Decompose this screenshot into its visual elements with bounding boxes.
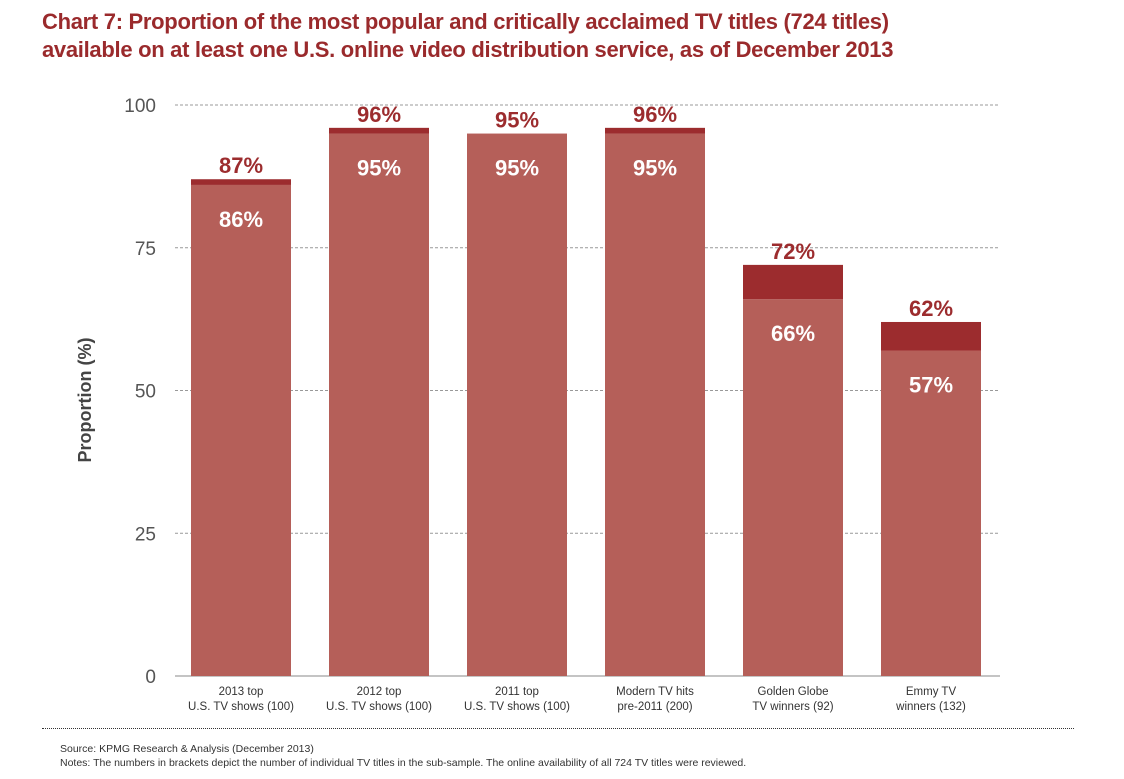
bar-segment-base xyxy=(605,133,705,677)
y-tick-label: 75 xyxy=(135,239,156,260)
x-tick-label: Modern TV hits xyxy=(616,686,694,698)
base-value-label: 95% xyxy=(357,156,401,181)
bar-chart: 0 25 50 75 100 87% 86% 96% 95% 95% 95% 96% 95% 72% 66… xyxy=(75,96,1000,713)
footer: Source: KPMG Research & Analysis (Decemb… xyxy=(60,742,746,770)
notes: Notes: The numbers in brackets depict th… xyxy=(60,757,747,769)
bars xyxy=(191,127,981,677)
y-axis-label: Proportion (%) xyxy=(75,338,95,463)
x-tick-label: 2011 top xyxy=(495,686,539,698)
total-value-label: 95% xyxy=(495,108,539,133)
base-value-label: 57% xyxy=(909,373,953,398)
chart-title-line-2: available on at least one U.S. online vi… xyxy=(42,37,894,62)
x-tick-label: U.S. TV shows (100) xyxy=(464,701,570,713)
y-axis-ticks: 0 25 50 75 100 xyxy=(124,96,156,688)
x-tick-label: 2013 top xyxy=(219,686,264,698)
x-tick-label: winners (132) xyxy=(895,701,966,713)
chart-title-line-1: Chart 7: Proportion of the most popular … xyxy=(42,9,889,34)
footer-divider xyxy=(42,728,1074,729)
chart-title: Chart 7: Proportion of the most popular … xyxy=(42,8,1102,64)
bar-segment-base xyxy=(329,133,429,677)
bar-segment-base xyxy=(191,184,291,676)
base-value-label: 66% xyxy=(771,321,815,346)
base-value-label: 95% xyxy=(633,156,677,181)
x-tick-label: pre-2011 (200) xyxy=(617,701,692,713)
bar-segment-base xyxy=(743,299,843,676)
x-tick-label: TV winners (92) xyxy=(752,701,833,713)
x-tick-label: 2012 top xyxy=(357,686,402,698)
bar-segment-base xyxy=(881,350,981,676)
base-value-label: 86% xyxy=(219,207,263,232)
x-tick-label: U.S. TV shows (100) xyxy=(188,701,294,713)
base-value-label: 95% xyxy=(495,156,539,181)
data-labels: 87% 86% 96% 95% 95% 95% 96% 95% 72% 66% 62% 57% xyxy=(219,102,953,398)
x-tick-label: Emmy TV xyxy=(906,686,957,698)
x-tick-label: U.S. TV shows (100) xyxy=(326,701,432,713)
bar-segment-top xyxy=(191,179,291,185)
total-value-label: 62% xyxy=(909,296,953,321)
total-value-label: 96% xyxy=(633,102,677,127)
bar-segment-base xyxy=(467,133,567,677)
y-tick-label: 50 xyxy=(135,382,156,403)
grid-lines xyxy=(175,104,1000,677)
y-tick-label: 100 xyxy=(124,96,156,117)
bar-segment-top xyxy=(743,264,843,300)
x-axis-labels: 2013 top U.S. TV shows (100) 2012 top U.S. … xyxy=(188,686,966,713)
bar-segment-top xyxy=(329,127,429,134)
total-value-label: 96% xyxy=(357,102,401,127)
total-value-label: 87% xyxy=(219,153,263,178)
y-tick-label: 0 xyxy=(145,667,156,688)
source-note: Source: KPMG Research & Analysis (Decemb… xyxy=(60,743,314,755)
total-value-label: 72% xyxy=(771,239,815,264)
y-tick-label: 25 xyxy=(135,524,156,545)
bar-segment-top xyxy=(881,321,981,351)
bar-segment-top xyxy=(605,127,705,134)
x-tick-label: Golden Globe xyxy=(758,686,829,698)
